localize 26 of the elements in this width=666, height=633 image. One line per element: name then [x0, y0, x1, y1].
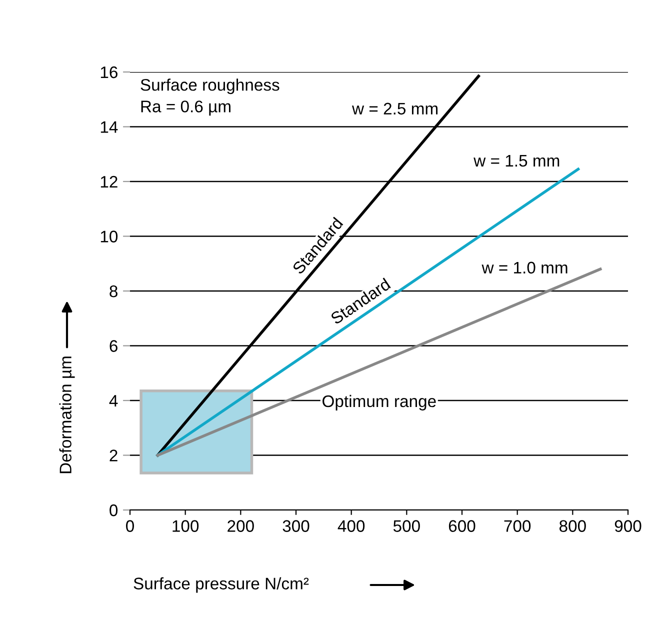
y-tick-label: 16 [100, 66, 118, 78]
x-tick-label: 700 [504, 520, 531, 532]
x-tick-label: 200 [228, 520, 254, 532]
y-tick-label: 0 [110, 504, 118, 516]
x-tick-label: 500 [393, 520, 420, 532]
x-tick-label: 400 [338, 520, 365, 532]
y-tick-label: 8 [110, 285, 118, 298]
y-tick-label: 2 [110, 450, 118, 462]
y-tick-label: 14 [100, 121, 118, 133]
series-label: w = 2.5 mm [352, 102, 438, 115]
x-tick-label: 900 [614, 520, 642, 532]
y-tick-label: 10 [100, 230, 118, 242]
x-tick-label: 100 [172, 520, 199, 532]
annotation: Optimum range [322, 394, 436, 410]
x-axis-title: Surface pressure N/cm² [134, 577, 309, 593]
y-tick-label: 4 [109, 395, 118, 407]
annotation: Surface roughness Ra = 0.6 µm [140, 78, 280, 116]
x-tick-label: 0 [126, 520, 134, 532]
x-tick-label: 600 [448, 520, 476, 532]
series-label: w = 1.5 mm [474, 155, 560, 167]
series-label: w = 1.0 mm [482, 262, 568, 274]
y-tick-label: 12 [100, 176, 118, 188]
x-tick-label: 800 [559, 520, 586, 532]
y-tick-label: 6 [110, 340, 118, 352]
y-axis-title: Deformation µm [59, 356, 75, 474]
x-tick-label: 300 [282, 520, 310, 532]
